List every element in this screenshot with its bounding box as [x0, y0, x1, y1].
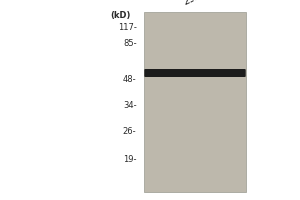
Text: 293: 293: [183, 0, 204, 7]
Text: 85-: 85-: [123, 38, 136, 47]
Text: (kD): (kD): [110, 11, 130, 20]
FancyBboxPatch shape: [144, 69, 246, 77]
Text: 48-: 48-: [123, 74, 136, 84]
Text: 26-: 26-: [123, 127, 136, 136]
Text: 117-: 117-: [118, 23, 136, 32]
Bar: [144, 12, 246, 192]
Text: 34-: 34-: [123, 100, 136, 110]
Text: 19-: 19-: [123, 156, 136, 164]
